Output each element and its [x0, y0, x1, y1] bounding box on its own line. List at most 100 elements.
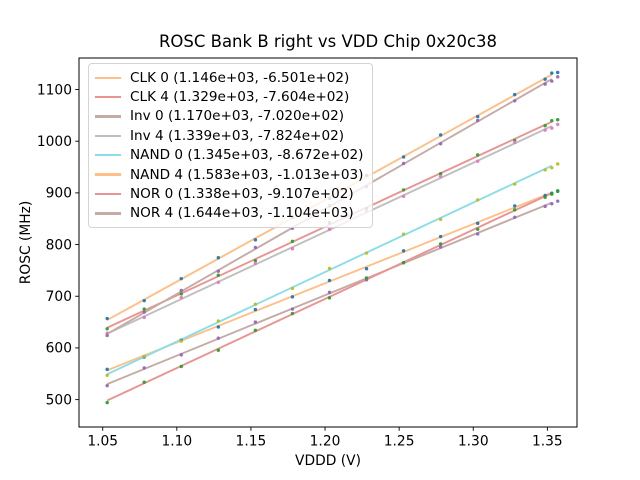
marker-nor-0: [513, 208, 517, 212]
marker-inv-4: [438, 174, 443, 179]
marker-inv-4: [550, 126, 554, 130]
marker-nand-0: [290, 286, 295, 291]
marker-nor-0: [327, 296, 332, 300]
marker-nor-0: [401, 261, 406, 265]
marker-clk-0: [253, 307, 258, 312]
x-tick-label: 1.15: [236, 434, 267, 450]
marker-inv-0: [475, 232, 480, 236]
marker-inv-0: [179, 353, 183, 357]
legend-label: NOR 0 (1.338e+03, -9.107e+02): [130, 186, 354, 203]
marker-clk-4: [290, 239, 295, 244]
legend-line-sample: [95, 76, 121, 79]
legend-item-inv-4: Inv 4 (1.339e+03, -7.824e+02): [93, 126, 363, 145]
marker-clk-0: [327, 278, 332, 283]
marker-nor-4: [253, 245, 258, 250]
marker-inv-4: [290, 247, 295, 251]
marker-nor-4: [142, 310, 146, 314]
legend-line-sample: [95, 95, 121, 99]
marker-clk-0: [105, 367, 109, 372]
marker-nand-4: [142, 298, 146, 303]
marker-nand-4: [513, 92, 517, 97]
marker-nor-4: [216, 269, 221, 273]
marker-inv-4: [513, 140, 517, 145]
legend-line-sample: [95, 212, 121, 215]
marker-inv-0: [513, 215, 517, 219]
y-tick-label: 1100: [37, 82, 72, 98]
marker-inv-4: [142, 315, 146, 320]
legend-item-nand-0: NAND 0 (1.345e+03, -8.672e+02): [93, 146, 363, 165]
x-tick-label: 1.30: [458, 434, 489, 450]
marker-nor-0: [364, 276, 369, 280]
marker-nor-4: [513, 99, 517, 103]
marker-clk-4: [550, 118, 554, 123]
marker-clk-4: [216, 273, 221, 277]
x-tick-label: 1.25: [384, 434, 415, 450]
marker-nor-0: [290, 311, 295, 316]
marker-inv-0: [556, 199, 560, 203]
marker-inv-0: [438, 245, 443, 249]
marker-inv-4: [216, 280, 221, 284]
marker-clk-0: [513, 204, 517, 208]
marker-inv-4: [401, 194, 406, 198]
marker-nand-4: [179, 276, 183, 281]
x-axis-ticks: 1.05 1.10 1.15 1.20 1.25 1.30 1.35: [87, 427, 563, 450]
legend-line-sample: [95, 173, 121, 176]
marker-nor-4: [105, 333, 109, 338]
marker-clk-4: [543, 124, 547, 128]
marker-clk-0: [216, 325, 221, 329]
legend-label: NAND 4 (1.583e+03, -1.013e+03): [130, 166, 364, 183]
plot-border: [78, 57, 578, 428]
marker-clk-0: [438, 234, 443, 239]
marker-nand-0: [142, 354, 146, 359]
y-tick-label: 600: [46, 341, 72, 357]
marker-nor-0: [556, 189, 560, 194]
marker-clk-0: [364, 267, 369, 271]
legend-item-nor-0: NOR 0 (1.338e+03, -9.107e+02): [93, 184, 363, 203]
marker-nor-0: [142, 380, 146, 384]
marker-nand-0: [556, 162, 560, 166]
marker-nand-4: [543, 77, 547, 81]
marker-nor-0: [438, 242, 443, 246]
marker-inv-0: [105, 383, 109, 388]
marker-inv-4: [327, 227, 332, 232]
marker-inv-4: [105, 331, 109, 335]
marker-nor-4: [556, 75, 560, 79]
marker-nand-0: [253, 302, 258, 306]
y-tick-label: 700: [46, 289, 72, 305]
marker-nand-4: [438, 133, 443, 137]
y-axis-ticks: 500 600 700 800 900 1000 1100: [37, 82, 79, 408]
marker-inv-0: [327, 290, 332, 295]
marker-nand-0: [216, 319, 221, 323]
x-tick-label: 1.35: [532, 434, 563, 450]
y-tick-label: 1000: [37, 134, 72, 150]
marker-inv-4: [556, 122, 560, 127]
y-axis-label: ROSC (MHz): [18, 201, 34, 285]
marker-inv-4: [475, 159, 480, 163]
marker-nand-0: [105, 373, 109, 377]
marker-nand-0: [179, 339, 183, 343]
marker-nand-0: [401, 232, 406, 236]
marker-nor-4: [543, 82, 547, 86]
marker-inv-0: [216, 336, 221, 340]
marker-nor-0: [105, 400, 109, 405]
marker-nand-4: [105, 316, 109, 321]
legend-item-inv-0: Inv 0 (1.170e+03, -7.020e+02): [93, 107, 363, 126]
legend-line-sample: [95, 192, 121, 196]
marker-clk-4: [401, 188, 406, 192]
marker-nor-0: [216, 348, 221, 352]
marker-clk-4: [438, 172, 443, 176]
legend: CLK 0 (1.146e+03, -6.501e+02) CLK 4 (1.32…: [88, 63, 374, 229]
legend-item-nand-4: NAND 4 (1.583e+03, -1.013e+03): [93, 165, 363, 184]
legend-line-sample: [95, 154, 121, 157]
marker-nor-0: [475, 227, 480, 231]
x-tick-label: 1.20: [310, 434, 341, 450]
marker-nand-0: [327, 266, 332, 271]
marker-inv-0: [550, 202, 554, 206]
marker-clk-0: [290, 295, 295, 299]
legend-label: CLK 0 (1.146e+03, -6.501e+02): [130, 69, 350, 86]
legend-line-sample: [95, 134, 121, 138]
legend-item-clk-0: CLK 0 (1.146e+03, -6.501e+02): [93, 68, 363, 87]
legend-label: NAND 0 (1.345e+03, -8.672e+02): [130, 147, 364, 164]
marker-clk-4: [105, 327, 109, 331]
